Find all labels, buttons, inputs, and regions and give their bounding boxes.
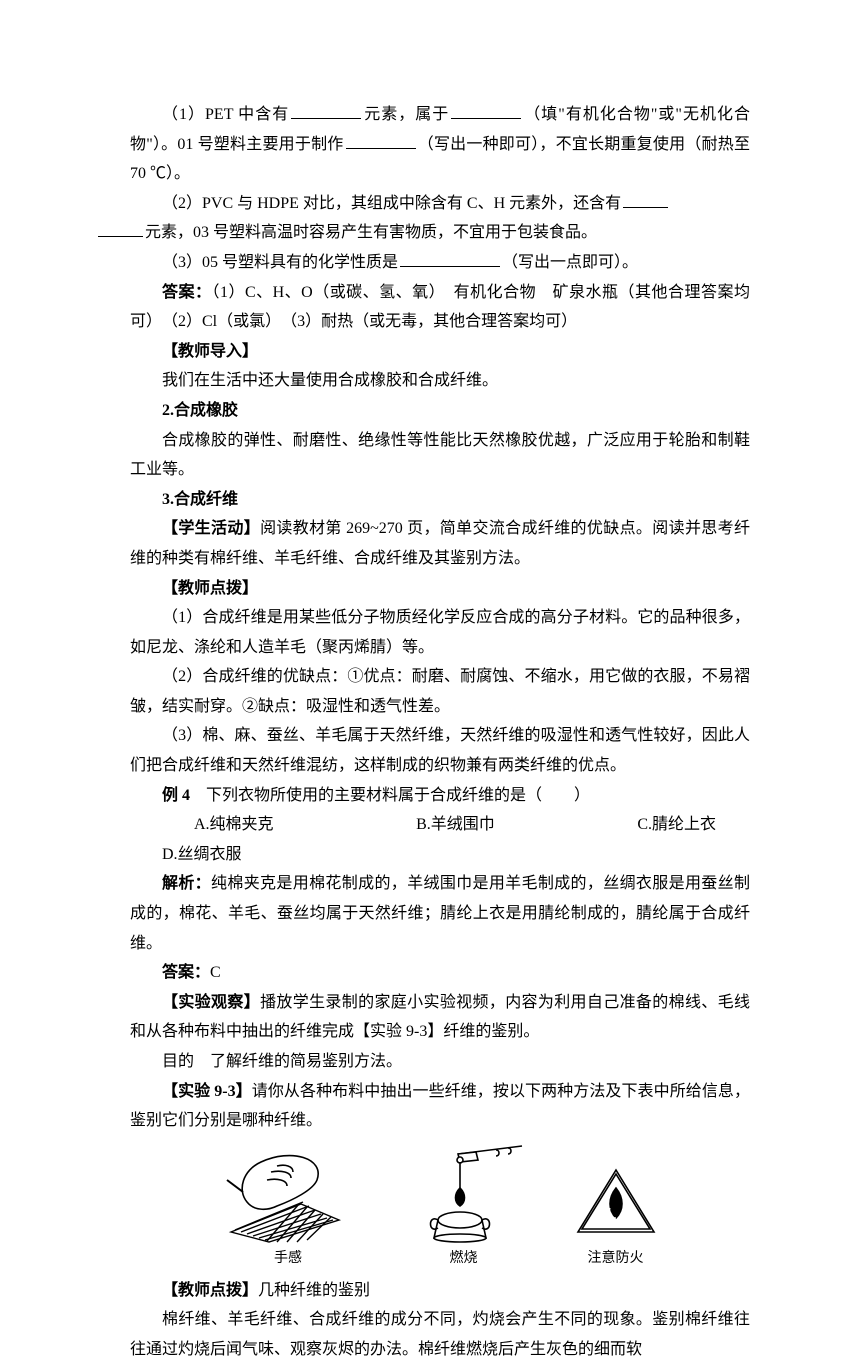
ex4-opt-c: C.腈纶上衣 — [605, 810, 716, 840]
answer1-label: 答案： — [162, 284, 211, 301]
ex4-analysis: 解析：纯棉夹克是用棉花制成的，羊绒围巾是用羊毛制成的，丝绸衣服是用蚕丝制成的，棉… — [130, 869, 750, 958]
sec2-title: 2.合成橡胶 — [130, 396, 750, 426]
burn-icon — [404, 1144, 524, 1244]
teacher-tip1-p3: （3）棉、麻、蚕丝、羊毛属于天然纤维，天然纤维的吸湿性和透气性较好，因此人们把合… — [130, 721, 750, 780]
teacher-tip2-text: 棉纤维、羊毛纤维、合成纤维的成分不同，灼烧会产生不同的现象。鉴别棉纤维往往通过灼… — [130, 1305, 750, 1364]
exp93-label: 【实验 9-3】 — [162, 1083, 252, 1100]
purpose-text: 了解纤维的简易鉴别方法。 — [210, 1053, 402, 1070]
figure-fire-warning-label: 注意防火 — [588, 1246, 644, 1272]
figure-row: 手感 燃烧 — [130, 1144, 750, 1272]
q1-2a: （2）PVC 与 HDPE 对比，其组成中除含有 C、H 元素外，还含有 — [162, 195, 621, 212]
ex4-label: 例 4 — [162, 787, 190, 804]
student-activity: 【学生活动】阅读教材第 269~270 页，简单交流合成纤维的优缺点。阅读并思考… — [130, 514, 750, 573]
q1-3b: （写出一点即可）。 — [502, 254, 638, 271]
teacher-intro-label: 【教师导入】 — [130, 337, 750, 367]
teacher-tip1-p1: （1）合成纤维是用某些低分子物质经化学反应合成的高分子材料。它的品种很多，如尼龙… — [130, 603, 750, 662]
document-body: （1）PET 中含有元素，属于（填"有机化合物"或"无机化合物"）。01 号塑料… — [130, 100, 750, 1364]
q1-1b: 元素，属于 — [363, 106, 449, 123]
ex4-answer-label: 答案： — [162, 964, 210, 981]
answer1: 答案：（1）C、H、O（或碳、氢、氧） 有机化合物 矿泉水瓶（其他合理答案均可）… — [130, 278, 750, 337]
blank-extra-element-2 — [98, 220, 143, 238]
ex4-answer: 答案：C — [130, 958, 750, 988]
ex4-options: A.纯棉夹克 B.羊绒围巾 C.腈纶上衣 D.丝绸衣服 — [130, 810, 750, 869]
figure-burn: 燃烧 — [404, 1144, 524, 1272]
ex4-opt-d: D.丝绸衣服 — [130, 840, 242, 870]
exp-observe: 【实验观察】播放学生录制的家庭小实验视频，内容为利用自己准备的棉线、毛线和从各种… — [130, 988, 750, 1047]
answer1-text: （1）C、H、O（或碳、氢、氧） 有机化合物 矿泉水瓶（其他合理答案均可） （2… — [130, 284, 750, 331]
teacher-intro-text: 我们在生活中还大量使用合成橡胶和合成纤维。 — [130, 366, 750, 396]
figure-fire-warning: 注意防火 — [572, 1164, 660, 1272]
ex4-analysis-label: 解析： — [162, 875, 211, 892]
exp-observe-label: 【实验观察】 — [162, 994, 260, 1011]
teacher-tip2-label: 【教师点拨】 — [162, 1282, 258, 1299]
ex4-opt-a: A.纯棉夹克 — [162, 810, 274, 840]
teacher-tip1-label: 【教师点拨】 — [130, 574, 750, 604]
purpose: 目的 了解纤维的简易鉴别方法。 — [130, 1047, 750, 1077]
exp93: 【实验 9-3】请你从各种布料中抽出一些纤维，按以下两种方法及下表中所给信息，鉴… — [130, 1077, 750, 1136]
blank-property — [400, 249, 500, 267]
q1-3a: （3）05 号塑料具有的化学性质是 — [162, 254, 398, 271]
blank-category — [451, 101, 521, 119]
q1-1a: （1）PET 中含有 — [162, 106, 289, 123]
q1-line2: （2）PVC 与 HDPE 对比，其组成中除含有 C、H 元素外，还含有元素，0… — [130, 189, 750, 248]
warning-icon — [572, 1164, 660, 1244]
q1-line1: （1）PET 中含有元素，属于（填"有机化合物"或"无机化合物"）。01 号塑料… — [130, 100, 750, 189]
figure-hand-feel: 手感 — [221, 1154, 356, 1272]
ex4-answer-text: C — [210, 964, 221, 981]
purpose-label: 目的 — [162, 1053, 194, 1070]
ex4-stem: 例 4 下列衣物所使用的主要材料属于合成纤维的是（ ） — [130, 781, 750, 811]
hand-feel-icon — [221, 1154, 356, 1244]
teacher-tip1-p2: （2）合成纤维的优缺点：①优点：耐磨、耐腐蚀、不缩水，用它做的衣服，不易褶皱，结… — [130, 662, 750, 721]
figure-hand-feel-label: 手感 — [274, 1246, 302, 1272]
ex4-opt-b: B.羊绒围巾 — [384, 810, 495, 840]
blank-elements — [291, 101, 361, 119]
q1-line3: （3）05 号塑料具有的化学性质是 （写出一点即可）。 — [130, 248, 750, 278]
q1-2b: 元素，03 号塑料高温时容易产生有害物质，不宜用于包装食品。 — [145, 224, 597, 241]
blank-extra-element-1 — [623, 190, 668, 208]
ex4-stem-text: 下列衣物所使用的主要材料属于合成纤维的是（ ） — [206, 787, 590, 804]
teacher-tip2-title: 几种纤维的鉴别 — [258, 1282, 370, 1299]
figure-burn-label: 燃烧 — [450, 1246, 478, 1272]
teacher-tip2-header: 【教师点拨】几种纤维的鉴别 — [130, 1276, 750, 1306]
sec2-text: 合成橡胶的弹性、耐磨性、绝缘性等性能比天然橡胶优越，广泛应用于轮胎和制鞋工业等。 — [130, 426, 750, 485]
sec3-title: 3.合成纤维 — [130, 485, 750, 515]
student-activity-label: 【学生活动】 — [162, 520, 260, 537]
ex4-analysis-text: 纯棉夹克是用棉花制成的，羊绒围巾是用羊毛制成的，丝绸衣服是用蚕丝制成的，棉花、羊… — [130, 875, 750, 951]
blank-use — [346, 131, 416, 149]
